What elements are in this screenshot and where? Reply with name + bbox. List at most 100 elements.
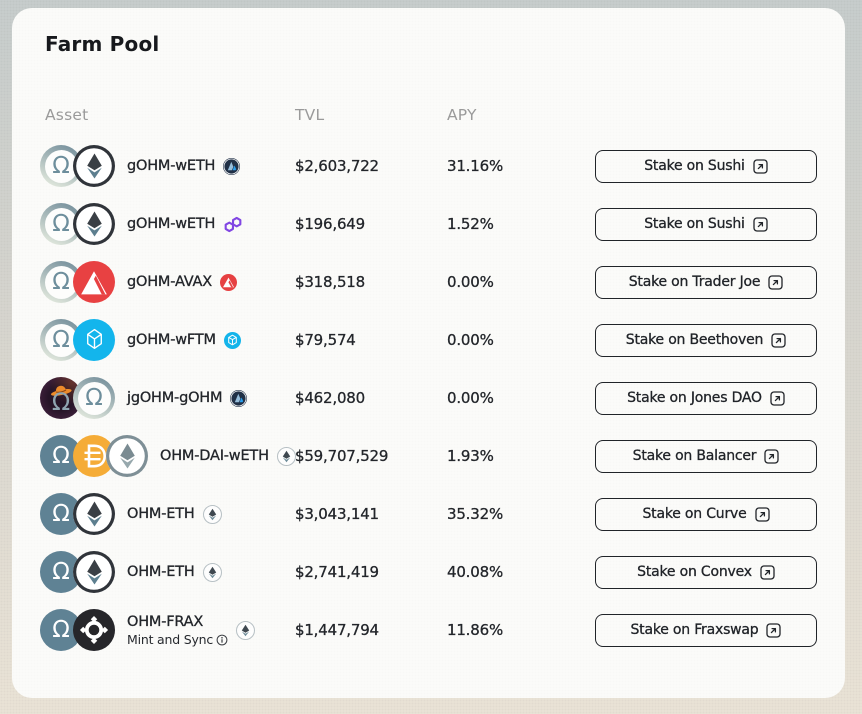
external-link-icon <box>760 564 775 580</box>
token-icon-gohm: Ω <box>73 377 115 419</box>
tvl-value: $2,603,722 <box>295 157 379 175</box>
external-link-icon <box>754 506 770 522</box>
asset-cell: Ω OHM-FRAX Mint and Sync <box>40 609 295 651</box>
network-icon-polygon <box>223 216 243 233</box>
pool-row: Ω OHM-DAI-wETH $59,707,529 1.93% Stake o… <box>40 427 817 485</box>
pool-row: Ω gOHM-wFTM $79,574 0.00% Stake on Beeth… <box>40 311 817 369</box>
tvl-value: $79,574 <box>295 331 356 349</box>
apy-value: 1.93% <box>447 447 494 465</box>
token-icons: Ω <box>40 203 115 245</box>
token-icons: Ω <box>40 145 115 187</box>
pool-row: Ω gOHM-wETH $2,603,722 31.16% Stake on S… <box>40 137 817 195</box>
token-icons: Ω <box>40 609 115 651</box>
tvl-value: $59,707,529 <box>295 447 389 465</box>
asset-name-block: OHM-ETH <box>127 504 195 524</box>
asset-name: OHM-FRAX <box>127 614 204 630</box>
apy-value: 1.52% <box>447 215 494 233</box>
stake-button-cell: Stake on Sushi <box>595 207 817 241</box>
external-link-icon <box>766 622 782 638</box>
asset-cell: Ω OHM-DAI-wETH <box>40 435 296 477</box>
asset-name-block: gOHM-wETH <box>127 214 216 234</box>
column-header-apy: APY <box>447 106 477 124</box>
external-link-icon <box>771 332 786 348</box>
tvl-value: $1,447,794 <box>295 621 379 639</box>
column-header-tvl: TVL <box>295 106 325 124</box>
asset-name: OHM-ETH <box>127 564 195 580</box>
asset-subtitle-text: Mint and Sync <box>127 632 214 647</box>
stake-button[interactable]: Stake on Trader Joe <box>595 265 817 299</box>
stake-button[interactable]: Stake on Balancer <box>595 439 817 473</box>
network-icon-fantom <box>223 331 241 349</box>
token-icons: Ω <box>40 551 115 593</box>
stake-button[interactable]: Stake on Fraxswap <box>595 613 817 647</box>
stake-button-cell: Stake on Jones DAO <box>595 381 817 415</box>
asset-cell: Ω OHM-ETH <box>40 551 295 593</box>
asset-name: gOHM-wETH <box>127 216 216 232</box>
omega-glyph: Ω <box>52 559 70 585</box>
apy-value: 11.86% <box>447 621 503 639</box>
token-icon-eth <box>73 145 115 187</box>
asset-name-block: OHM-ETH <box>127 562 195 582</box>
asset-name: gOHM-wETH <box>127 158 216 174</box>
pool-row: Ω gOHM-AVAX $318,518 0.00% Stake on Trad… <box>40 253 817 311</box>
omega-glyph: Ω <box>85 385 103 411</box>
asset-name: gOHM-wFTM <box>127 332 216 348</box>
asset-name: jgOHM-gOHM <box>127 390 223 406</box>
stake-button[interactable]: Stake on Sushi <box>595 207 817 241</box>
omega-glyph: Ω <box>52 211 70 237</box>
stake-button-label: Stake on Jones DAO <box>627 390 762 406</box>
stake-button-label: Stake on Sushi <box>644 216 745 232</box>
stake-button-label: Stake on Balancer <box>632 448 757 464</box>
token-icons: Ω <box>40 493 115 535</box>
pool-row: Ω gOHM-wETH $196,649 1.52% Stake on Sush… <box>40 195 817 253</box>
token-icon-eth <box>73 203 115 245</box>
stake-button-cell: Stake on Sushi <box>595 149 817 183</box>
apy-value: 31.16% <box>447 157 503 175</box>
token-icons: Ω <box>40 319 115 361</box>
asset-cell: Ω gOHM-wFTM <box>40 319 295 361</box>
apy-value: 0.00% <box>447 331 494 349</box>
apy-value: 40.08% <box>447 563 503 581</box>
pool-row: Ω OHM-ETH $3,043,141 35.32% Stake on Cur… <box>40 485 817 543</box>
tvl-value: $2,741,419 <box>295 563 379 581</box>
stake-button[interactable]: Stake on Convex <box>595 555 817 589</box>
token-icons: Ω <box>40 261 115 303</box>
stake-button-label: Stake on Fraxswap <box>630 622 759 638</box>
stake-button-cell: Stake on Convex <box>595 555 817 589</box>
omega-glyph: Ω <box>51 388 71 416</box>
external-link-icon <box>770 390 785 406</box>
omega-glyph: Ω <box>52 327 70 353</box>
stake-button[interactable]: Stake on Curve <box>595 497 817 531</box>
stake-button[interactable]: Stake on Jones DAO <box>595 381 817 415</box>
asset-name-block: gOHM-wFTM <box>127 330 216 350</box>
stake-button[interactable]: Stake on Sushi <box>595 149 817 183</box>
network-icon-arbitrum <box>230 389 248 407</box>
stake-button-cell: Stake on Beethoven <box>595 323 817 357</box>
info-icon[interactable] <box>216 634 228 646</box>
token-icon-frax <box>73 609 115 651</box>
stake-button-cell: Stake on Fraxswap <box>595 613 817 647</box>
stake-button-label: Stake on Beethoven <box>625 332 764 348</box>
token-icon-avax <box>73 261 115 303</box>
token-icon-ohm: Ω <box>40 493 82 535</box>
pool-row: Ω OHM-ETH $2,741,419 40.08% Stake on Con… <box>40 543 817 601</box>
apy-value: 0.00% <box>447 389 494 407</box>
stake-button[interactable]: Stake on Beethoven <box>595 323 817 357</box>
asset-subtitle: Mint and Sync <box>127 632 228 648</box>
tvl-value: $318,518 <box>295 273 365 291</box>
stake-button-cell: Stake on Curve <box>595 497 817 531</box>
asset-name-block: gOHM-AVAX <box>127 272 212 292</box>
stake-button-label: Stake on Trader Joe <box>628 274 761 290</box>
table-header: Asset TVL APY <box>45 105 817 125</box>
asset-cell: Ω gOHM-AVAX <box>40 261 295 303</box>
asset-name-block: OHM-FRAX Mint and Sync <box>127 612 228 648</box>
page-title: Farm Pool <box>45 32 160 56</box>
stake-button-label: Stake on Curve <box>642 506 747 522</box>
network-icon-ethereum <box>236 620 256 640</box>
external-link-icon <box>753 216 768 232</box>
token-icon-gohm: Ω <box>40 319 82 361</box>
network-icon-arbitrum <box>223 157 241 175</box>
